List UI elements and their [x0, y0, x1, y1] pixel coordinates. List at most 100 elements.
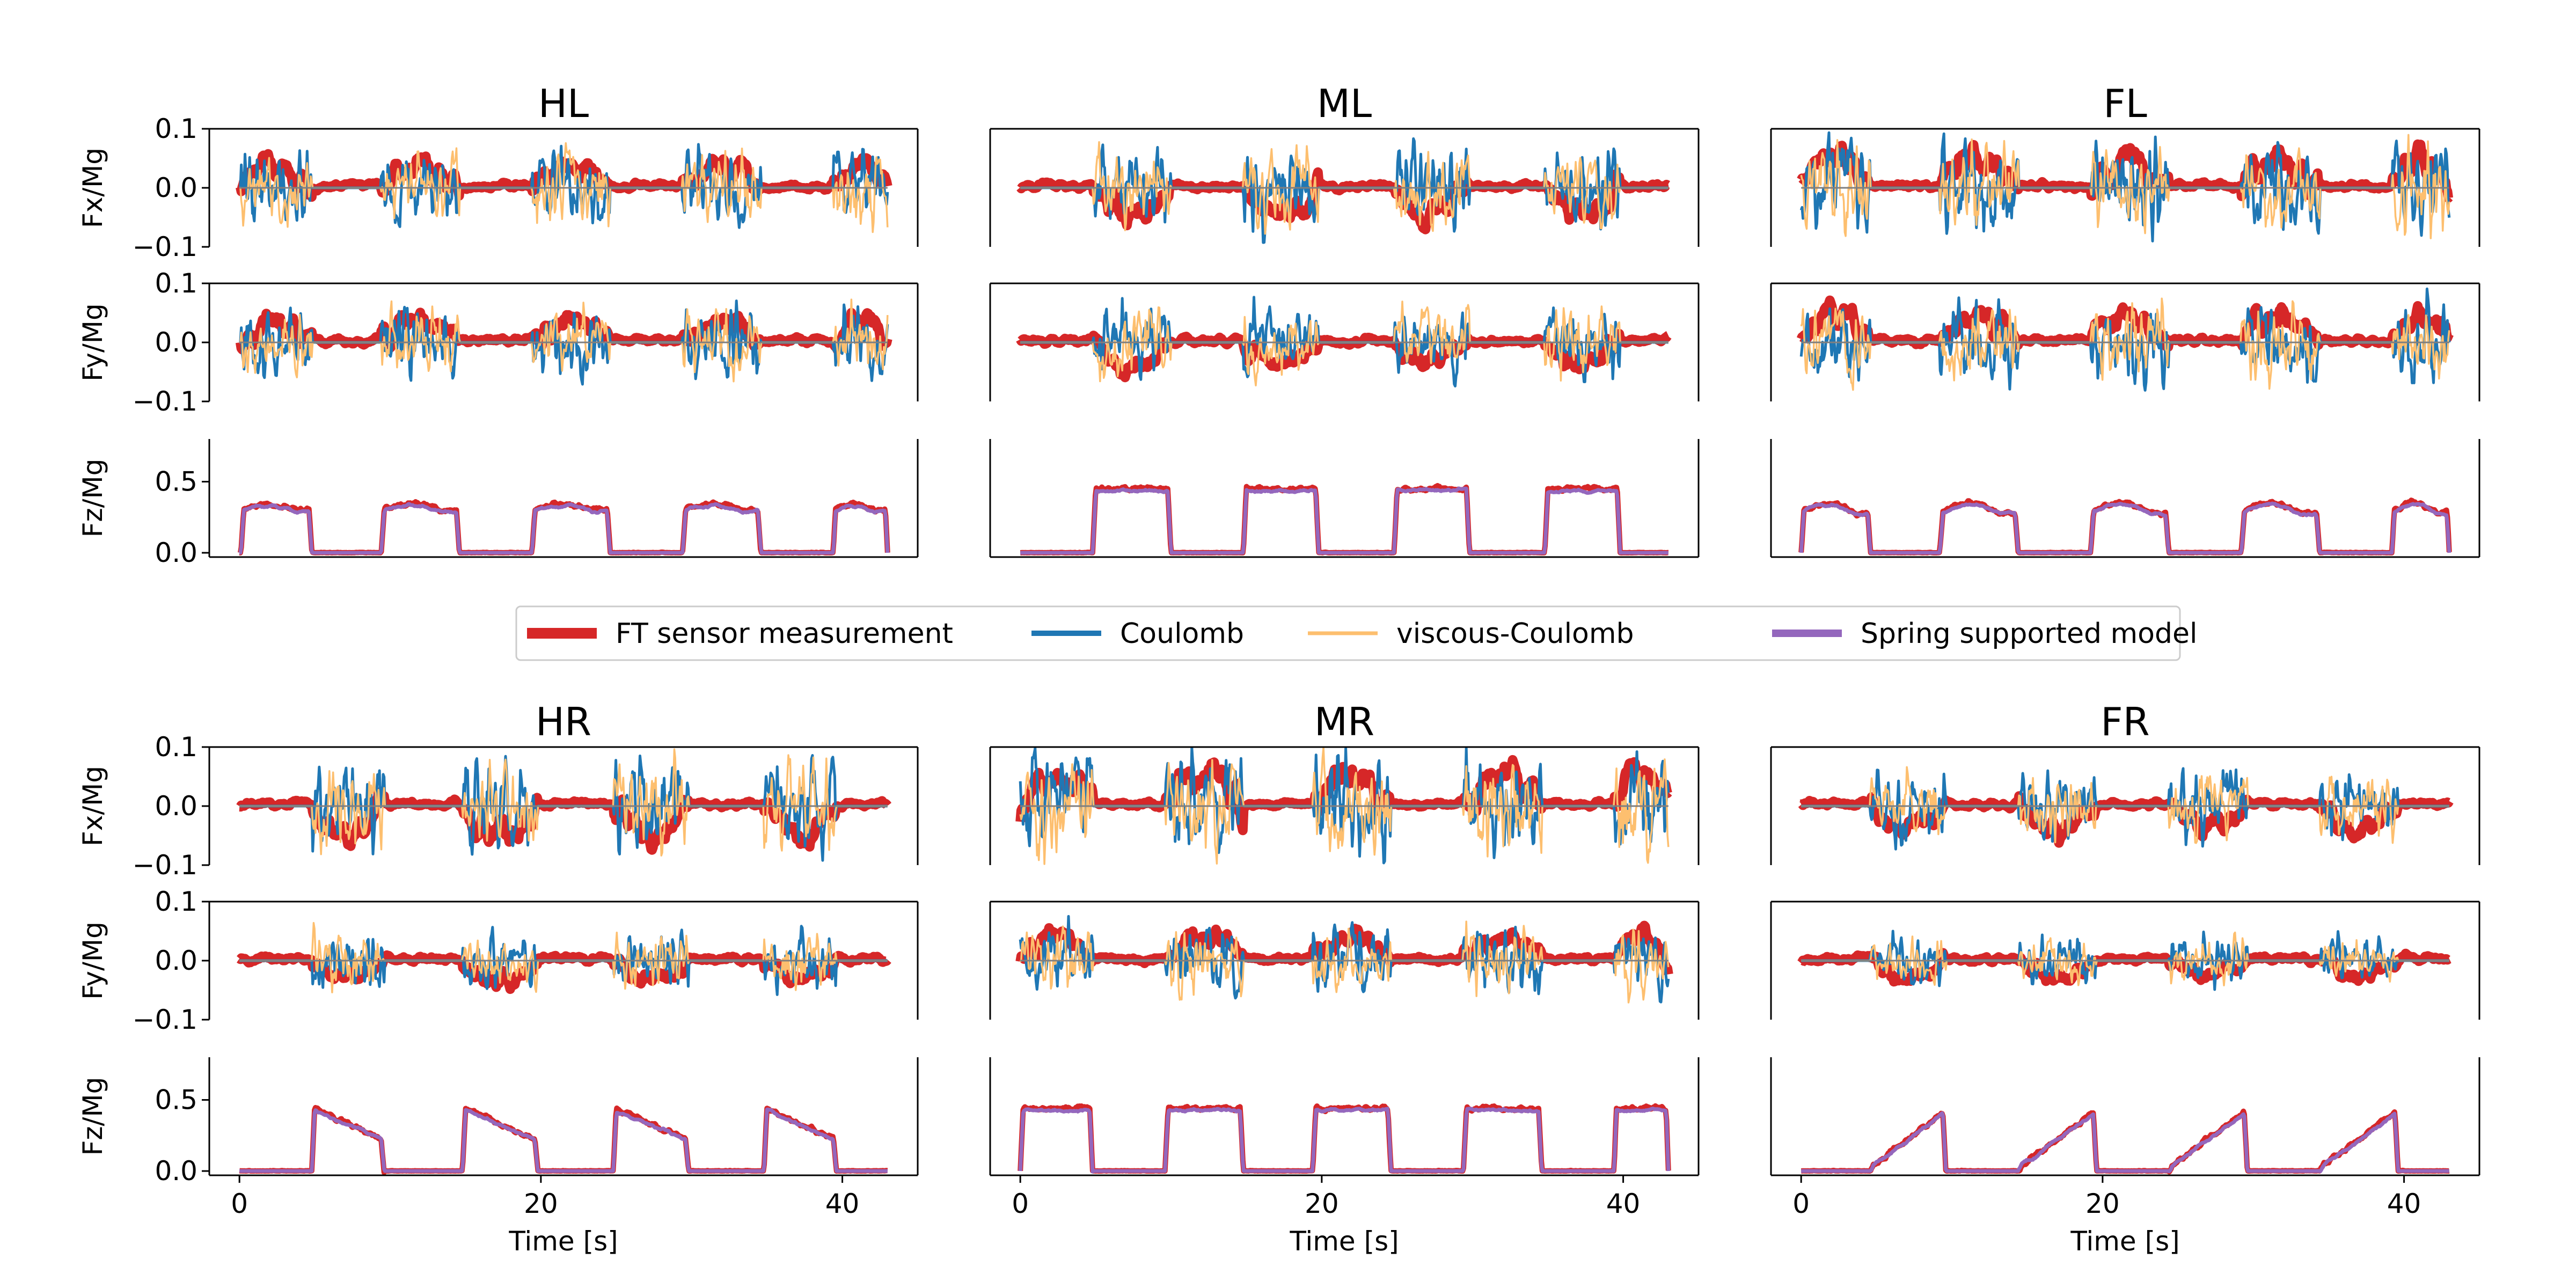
series-group	[235, 142, 892, 233]
x-tick-label: 0	[231, 1188, 248, 1219]
leg-hl: HL 0.1 0.0 −0.1 Fx/Mg 0.1 0.0 −0.1 Fy/Mg 0.5 0.0 Fz…	[77, 81, 919, 568]
x-tick-label: 40	[1606, 1188, 1641, 1219]
axes-fl-fy	[1770, 282, 2480, 401]
panel-title: MR	[1314, 699, 1374, 744]
legend-label: viscous-Coulomb	[1396, 618, 1634, 650]
legend-item-coulomb: Coulomb	[1031, 618, 1244, 650]
x-tick-label: 40	[2387, 1188, 2421, 1219]
panel-title: ML	[1317, 81, 1372, 126]
series-group	[235, 298, 892, 386]
series-group	[1018, 1103, 1671, 1174]
series-ft-sensor	[1798, 497, 2452, 555]
x-axis-label: Time [s]	[1289, 1226, 1399, 1257]
series-ft-sensor	[1799, 1108, 2451, 1175]
leg-ml: ML	[989, 81, 1700, 558]
series-spring-model	[238, 1107, 889, 1173]
x-tick-label: 20	[524, 1188, 558, 1219]
series-group	[237, 1104, 890, 1175]
series-spring-model	[1019, 486, 1670, 555]
axes-fl-fx	[1770, 128, 2480, 247]
y-tick-label: 0.0	[155, 945, 197, 976]
y-tick-label: 0.1	[155, 113, 197, 144]
series-group	[1798, 497, 2452, 555]
legend-item-ft: FT sensor measurement	[527, 618, 953, 650]
legend-label: Spring supported model	[1861, 618, 2197, 650]
axes-hl-fx: 0.1 0.0 −0.1 Fx/Mg	[77, 113, 919, 262]
series-spring-model	[1799, 501, 2451, 555]
y-tick-label: 0.0	[155, 327, 197, 358]
y-axis-label: Fx/Mg	[77, 148, 108, 228]
y-axis-label: Fz/Mg	[77, 1077, 108, 1156]
legend-label: Coulomb	[1120, 618, 1244, 650]
x-axis-label: Time [s]	[508, 1226, 618, 1257]
axes-ml-fx	[989, 128, 1700, 247]
axes-mr-fx	[989, 746, 1700, 865]
series-ft-sensor	[1018, 483, 1671, 555]
series-group	[235, 748, 892, 862]
axes-fr-fz: 0 20 40 Time [s]	[1770, 1057, 2480, 1257]
x-tick-label: 40	[825, 1188, 860, 1219]
axes-hl-fz: 0.5 0.0 Fz/Mg	[77, 439, 919, 568]
leg-hr: HR 0.1 0.0 −0.1 Fx/Mg 0.1 0.0 −0.1 Fy/Mg 0.5 0.0 Fz…	[77, 699, 919, 1257]
leg-fl: FL	[1770, 81, 2480, 558]
x-axis-label: Time [s]	[2070, 1226, 2179, 1257]
y-tick-label: 0.0	[155, 1155, 197, 1187]
y-tick-label: −0.1	[133, 850, 197, 881]
y-tick-label: 0.1	[155, 268, 197, 299]
series-group	[1015, 915, 1673, 1004]
leg-fr: FR 0 20 40 Time [s]	[1770, 699, 2480, 1257]
series-group	[1797, 930, 2454, 991]
axes-fr-fx	[1770, 746, 2480, 865]
axes-fr-fy	[1770, 901, 2480, 1020]
panel-title: HR	[536, 699, 591, 744]
series-ft-sensor	[1018, 1103, 1671, 1174]
series-group	[1796, 287, 2454, 392]
legend-item-spring: Spring supported model	[1772, 618, 2197, 650]
series-group	[237, 499, 890, 555]
panel-title: FL	[2103, 81, 2147, 126]
panels: HL 0.1 0.0 −0.1 Fx/Mg 0.1 0.0 −0.1 Fy/Mg 0.5 0.0 Fz…	[77, 81, 2480, 1257]
series-group	[1018, 483, 1671, 555]
y-tick-label: 0.1	[155, 886, 197, 917]
y-axis-label: Fy/Mg	[77, 921, 108, 999]
series-spring-model	[1018, 1107, 1671, 1174]
axes-ml-fy	[989, 282, 1700, 401]
x-tick-label: 20	[1305, 1188, 1339, 1219]
series-group	[235, 921, 892, 996]
y-axis-label: Fz/Mg	[77, 459, 108, 538]
axes-hr-fx: 0.1 0.0 −0.1 Fx/Mg	[77, 731, 919, 881]
axes-ml-fz	[989, 439, 1700, 558]
y-tick-label: 0.0	[155, 791, 197, 822]
series-spring-model	[1800, 1111, 2450, 1174]
axes-hr-fz: 0.5 0.0 Fz/Mg 0 20 40 Time [s]	[77, 1057, 919, 1257]
leg-mr: MR 0 20 40 Time [s]	[989, 699, 1700, 1257]
series-group	[1015, 747, 1673, 865]
series-group	[1797, 131, 2454, 243]
series-group	[1799, 1108, 2451, 1175]
series-spring-model	[238, 502, 890, 555]
y-tick-label: 0.0	[155, 172, 197, 203]
legend-item-viscous: viscous-Coulomb	[1308, 618, 1634, 650]
legend: FT sensor measurement Coulomb viscous-Coul…	[515, 605, 2197, 661]
y-tick-label: 0.1	[155, 731, 197, 763]
legend-label: FT sensor measurement	[616, 618, 953, 650]
axes-fl-fz	[1770, 439, 2480, 558]
series-ft-sensor	[1015, 920, 1673, 975]
y-axis-label: Fy/Mg	[77, 303, 108, 381]
series-group	[1016, 137, 1673, 244]
y-tick-label: −0.1	[133, 1004, 197, 1035]
panel-title: FR	[2101, 699, 2149, 744]
axes-hl-fy: 0.1 0.0 −0.1 Fy/Mg	[77, 268, 919, 417]
series-group	[1016, 296, 1673, 387]
axes-mr-fy	[989, 901, 1700, 1020]
y-tick-label: 0.5	[155, 1085, 197, 1116]
y-tick-label: −0.1	[133, 231, 197, 262]
x-tick-label: 20	[2085, 1188, 2120, 1219]
series-ft-sensor	[237, 499, 890, 555]
axes-mr-fz: 0 20 40 Time [s]	[989, 1057, 1700, 1257]
y-tick-label: 0.5	[155, 466, 197, 497]
y-tick-label: 0.0	[155, 537, 197, 568]
series-group	[1797, 766, 2454, 851]
axes-hr-fy: 0.1 0.0 −0.1 Fy/Mg	[77, 886, 919, 1035]
